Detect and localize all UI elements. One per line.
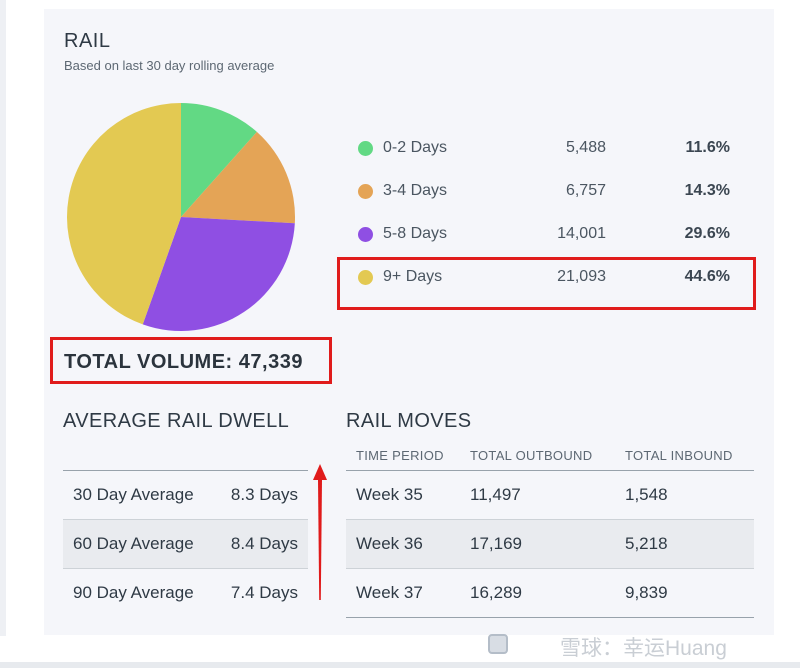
legend-count: 21,093 (557, 268, 606, 285)
legend-label: 5-8 Days (383, 225, 448, 242)
dwell-value: 8.3 Days (230, 485, 298, 504)
moves-title: RAIL MOVES (346, 410, 472, 432)
column-header: TIME PERIOD (356, 448, 444, 463)
inbound-cell: 1,548 (625, 485, 668, 504)
highlight-box-total (50, 337, 332, 384)
legend-dot-green (358, 141, 373, 156)
legend-label: 9+ Days (383, 268, 443, 285)
column-header: TOTAL INBOUND (625, 448, 733, 463)
table-row: Week 35 11,497 1,548 (346, 470, 754, 519)
dwell-label: 30 Day Average (73, 485, 194, 504)
legend-row-3-4: 3-4 Days 6,757 14.3% (358, 178, 738, 206)
dwell-value: 8.4 Days (230, 534, 298, 553)
pie-slice-3-4-days (181, 131, 295, 224)
period-cell: Week 37 (356, 583, 423, 602)
legend-percent: 14.3% (684, 182, 730, 199)
legend-dot-purple (358, 227, 373, 242)
left-divider (0, 0, 6, 636)
legend-count: 6,757 (565, 182, 606, 199)
period-cell: Week 36 (356, 534, 423, 553)
legend-row-5-8: 5-8 Days 14,001 29.6% (358, 221, 738, 249)
dwell-label: 60 Day Average (73, 534, 194, 553)
table-row: 90 Day Average 7.4 Days (63, 568, 308, 617)
legend-dot-orange (358, 184, 373, 199)
page-subtitle: Based on last 30 day rolling average (64, 58, 275, 73)
red-arrow-annotation (313, 464, 327, 600)
total-volume: TOTAL VOLUME: 47,339 (64, 351, 303, 373)
watermark: 雪球：幸运Huang (488, 628, 788, 662)
moves-table: Week 35 11,497 1,548 Week 36 17,169 5,21… (346, 470, 754, 618)
dwell-label: 90 Day Average (73, 583, 194, 602)
pie-slice-0-2-days (181, 103, 257, 217)
table-row: Week 37 16,289 9,839 (346, 568, 754, 618)
inbound-cell: 5,218 (625, 534, 668, 553)
legend-label: 3-4 Days (383, 182, 448, 199)
watermark-logo-icon (488, 634, 508, 654)
legend-label: 0-2 Days (383, 139, 448, 156)
table-row: 30 Day Average 8.3 Days (63, 470, 308, 519)
dwell-value: 7.4 Days (230, 583, 298, 602)
outbound-cell: 17,169 (470, 534, 522, 553)
outbound-cell: 11,497 (470, 485, 521, 504)
legend-dot-yellow (358, 270, 373, 285)
legend-count: 5,488 (565, 139, 606, 156)
pie-slice-9-days (66, 103, 181, 325)
outbound-cell: 16,289 (470, 583, 522, 602)
legend-percent: 29.6% (684, 225, 730, 242)
period-cell: Week 35 (356, 485, 423, 504)
legend-row-0-2: 0-2 Days 5,488 11.6% (358, 135, 738, 163)
page-title: RAIL (64, 30, 111, 52)
table-row: Week 36 17,169 5,218 (346, 519, 754, 568)
inbound-cell: 9,839 (625, 583, 668, 602)
highlight-box-9-plus (337, 257, 756, 310)
dwell-table: 30 Day Average 8.3 Days 60 Day Average 8… (63, 470, 308, 617)
legend-percent: 11.6% (685, 139, 730, 156)
pie-slice-5-8-days (142, 217, 295, 331)
dwell-title: AVERAGE RAIL DWELL (63, 410, 290, 432)
dwell-pie-chart (66, 103, 295, 331)
watermark-text: 雪球：幸运Huang (560, 637, 727, 660)
table-row: 60 Day Average 8.4 Days (63, 519, 308, 568)
legend-percent: 44.6% (684, 268, 730, 285)
bottom-strip (0, 662, 800, 668)
legend-count: 14,001 (557, 225, 606, 242)
column-header: TOTAL OUTBOUND (470, 448, 593, 463)
legend-row-9-plus: 9+ Days 21,093 44.6% (358, 264, 738, 292)
